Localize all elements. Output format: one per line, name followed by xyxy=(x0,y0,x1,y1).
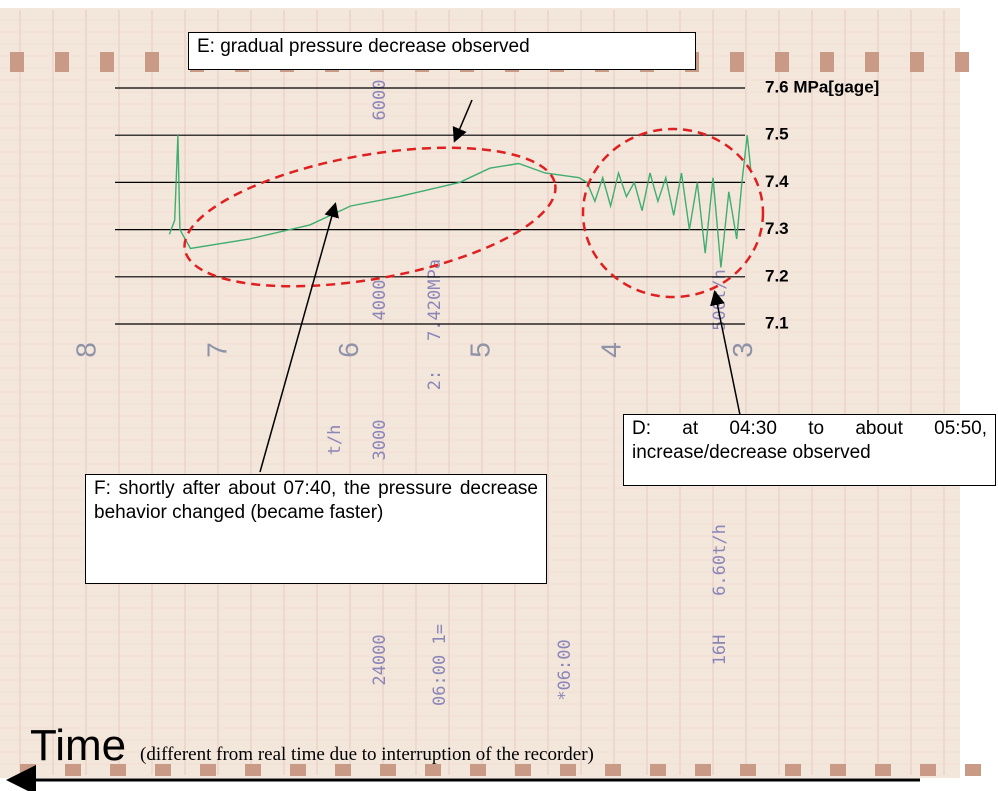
hole xyxy=(910,52,924,72)
hole xyxy=(65,764,81,776)
hole xyxy=(740,764,756,776)
hole xyxy=(875,764,891,776)
hole xyxy=(335,764,351,776)
paper-text: 3000 xyxy=(370,420,390,461)
hole xyxy=(55,52,69,72)
paper-text: *06:00 xyxy=(555,639,575,700)
hole xyxy=(425,764,441,776)
y-tick-label: 7.6 MPa[gage] xyxy=(765,77,879,96)
x-tick-label: 3 xyxy=(727,342,758,358)
paper-text: 6.60t/h xyxy=(710,524,730,596)
y-tick-label: 7.5 xyxy=(765,125,789,144)
hole xyxy=(830,764,846,776)
plot: 8 7 6 5 4 3 7.1 7.2 7.3 7.4 7.5 7.6 MPa[gage] xyxy=(70,77,879,357)
paper-text: 16H xyxy=(710,635,730,666)
arrow-f xyxy=(259,202,339,473)
paper xyxy=(0,8,960,778)
hole xyxy=(605,764,621,776)
arrow-e xyxy=(452,99,473,143)
time-note: (different from real time due to interru… xyxy=(140,744,594,765)
hole xyxy=(820,52,834,72)
paper-text: 500t/h xyxy=(710,269,730,330)
hole xyxy=(920,764,936,776)
hole xyxy=(380,764,396,776)
paper-text: 7.420MPa xyxy=(425,259,445,341)
y-tick-label: 7.3 xyxy=(765,219,789,238)
hole xyxy=(100,52,114,72)
hole xyxy=(155,764,171,776)
paper-text: 24000 xyxy=(370,634,390,685)
y-tick-label: 7.2 xyxy=(765,266,789,285)
annotation-e: E: gradual pressure decrease observed xyxy=(188,32,696,70)
hole xyxy=(560,764,576,776)
annotation-d: D: at 04:30 to about 05:50, increase/dec… xyxy=(623,414,996,486)
trace xyxy=(168,135,752,268)
hole xyxy=(110,764,126,776)
hole xyxy=(955,52,969,72)
y-tick-label: 7.4 xyxy=(765,172,789,191)
paper-text: 6000 xyxy=(370,80,390,121)
x-tick-label: 6 xyxy=(333,342,364,358)
hole xyxy=(245,764,261,776)
paper-text: 2: xyxy=(425,370,445,390)
paper-text: t/h xyxy=(325,425,345,456)
paper-text: 4000 xyxy=(370,280,390,321)
ellipse-e xyxy=(183,146,557,288)
hole xyxy=(865,52,879,72)
hole xyxy=(695,764,711,776)
hole xyxy=(775,52,789,72)
y-tick-label: 7.1 xyxy=(765,313,789,332)
x-tick-label: 8 xyxy=(70,342,101,358)
x-tick-label: 5 xyxy=(464,342,495,358)
hole xyxy=(470,764,486,776)
time-label: Time xyxy=(30,721,126,770)
hole xyxy=(515,764,531,776)
hole xyxy=(650,764,666,776)
hole xyxy=(730,52,744,72)
hole xyxy=(965,764,981,776)
x-tick-label: 7 xyxy=(202,342,233,358)
hole xyxy=(145,52,159,72)
ellipse-d xyxy=(581,127,765,299)
hole xyxy=(290,764,306,776)
hole xyxy=(10,52,24,72)
x-tick-label: 4 xyxy=(596,342,627,358)
hole xyxy=(200,764,216,776)
arrow-d xyxy=(710,290,741,416)
hole xyxy=(785,764,801,776)
annotation-f: F: shortly after about 07:40, the pressu… xyxy=(85,474,547,584)
paper-text: 06:00 1= xyxy=(430,624,450,706)
